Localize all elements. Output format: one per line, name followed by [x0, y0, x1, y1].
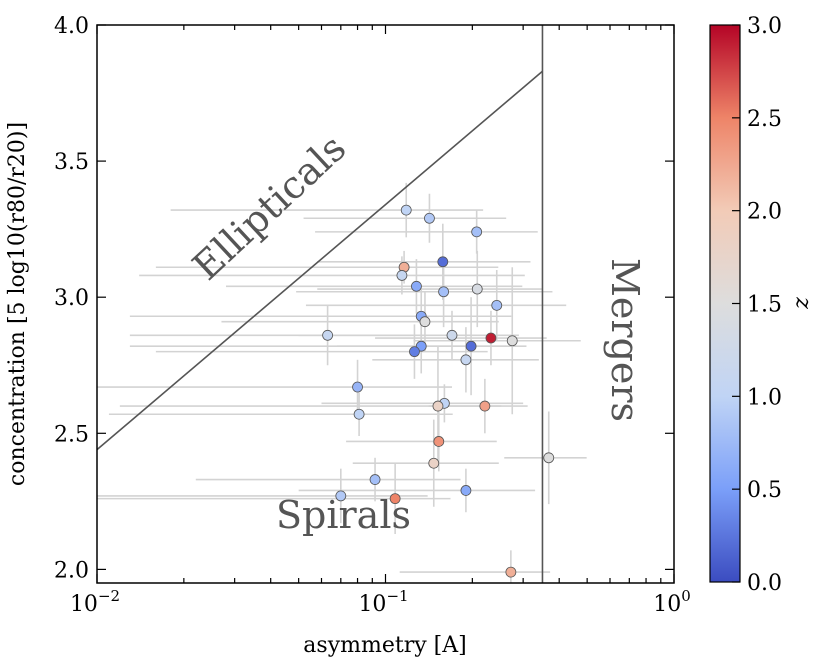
x-axis-ticks: 10−2 10−1 100 [70, 25, 691, 617]
data-point [389, 493, 401, 505]
colorbar-tick-label: 3.0 [747, 14, 782, 39]
data-point [322, 329, 334, 341]
region-guides [96, 25, 544, 583]
y-tick-label: 4.0 [54, 14, 89, 39]
x-axis-label: asymmetry [A] [303, 633, 466, 658]
data-point [428, 457, 440, 469]
data-point [505, 566, 517, 578]
y-tick-label: 2.0 [54, 558, 89, 583]
data-point [543, 452, 555, 464]
data-point [506, 335, 518, 347]
y-axis-ticks: 2.0 2.5 3.0 3.5 4.0 [54, 14, 674, 583]
data-point [424, 212, 435, 224]
data-point [432, 400, 444, 412]
region-label-spirals: Spirals [276, 493, 411, 537]
data-point [369, 474, 381, 485]
data-point [353, 408, 365, 420]
y-axis-label: concentration [5 log10(r80/r20)] [5, 122, 30, 486]
data-point [460, 354, 472, 366]
colorbar-tick-label: 2.5 [747, 107, 782, 132]
data-point [438, 286, 450, 298]
x-tick-label: 10−1 [358, 587, 408, 617]
data-point [471, 226, 483, 238]
x-tick-label: 10−2 [70, 587, 120, 617]
data-point [411, 280, 422, 292]
data-point [352, 381, 363, 393]
colorbar-tick-label: 1.5 [747, 293, 782, 318]
data-point [465, 340, 477, 352]
data-point [460, 485, 472, 496]
colorbar-tick-label: 2.0 [747, 200, 782, 225]
data-point [335, 490, 347, 502]
y-tick-label: 2.5 [54, 422, 89, 447]
data-point [491, 299, 503, 311]
colorbar-ticks: 0.0 0.5 1.0 1.5 2.0 2.5 3.0 [732, 14, 782, 596]
data-point [409, 346, 420, 358]
data-point [433, 436, 445, 447]
region-label-ellipticals: Ellipticals [184, 126, 354, 289]
colorbar-tick-label: 1.0 [747, 385, 782, 410]
colorbar-tick-label: 0.5 [747, 478, 782, 503]
y-tick-label: 3.5 [54, 150, 89, 175]
region-label-mergers: Mergers [603, 258, 647, 422]
data-point [446, 329, 458, 341]
data-point [437, 256, 449, 268]
data-point [485, 332, 497, 344]
data-point [479, 400, 491, 412]
data-points [322, 204, 555, 578]
y-tick-label: 3.0 [54, 286, 89, 311]
data-point [396, 270, 408, 281]
elliptical-boundary-line [96, 70, 543, 451]
data-point [471, 283, 483, 295]
data-point [400, 204, 412, 216]
data-point [419, 316, 431, 328]
colorbar-tick-label: 0.0 [747, 571, 782, 596]
colorbar-label: z [789, 297, 814, 310]
x-tick-label: 100 [653, 587, 691, 617]
